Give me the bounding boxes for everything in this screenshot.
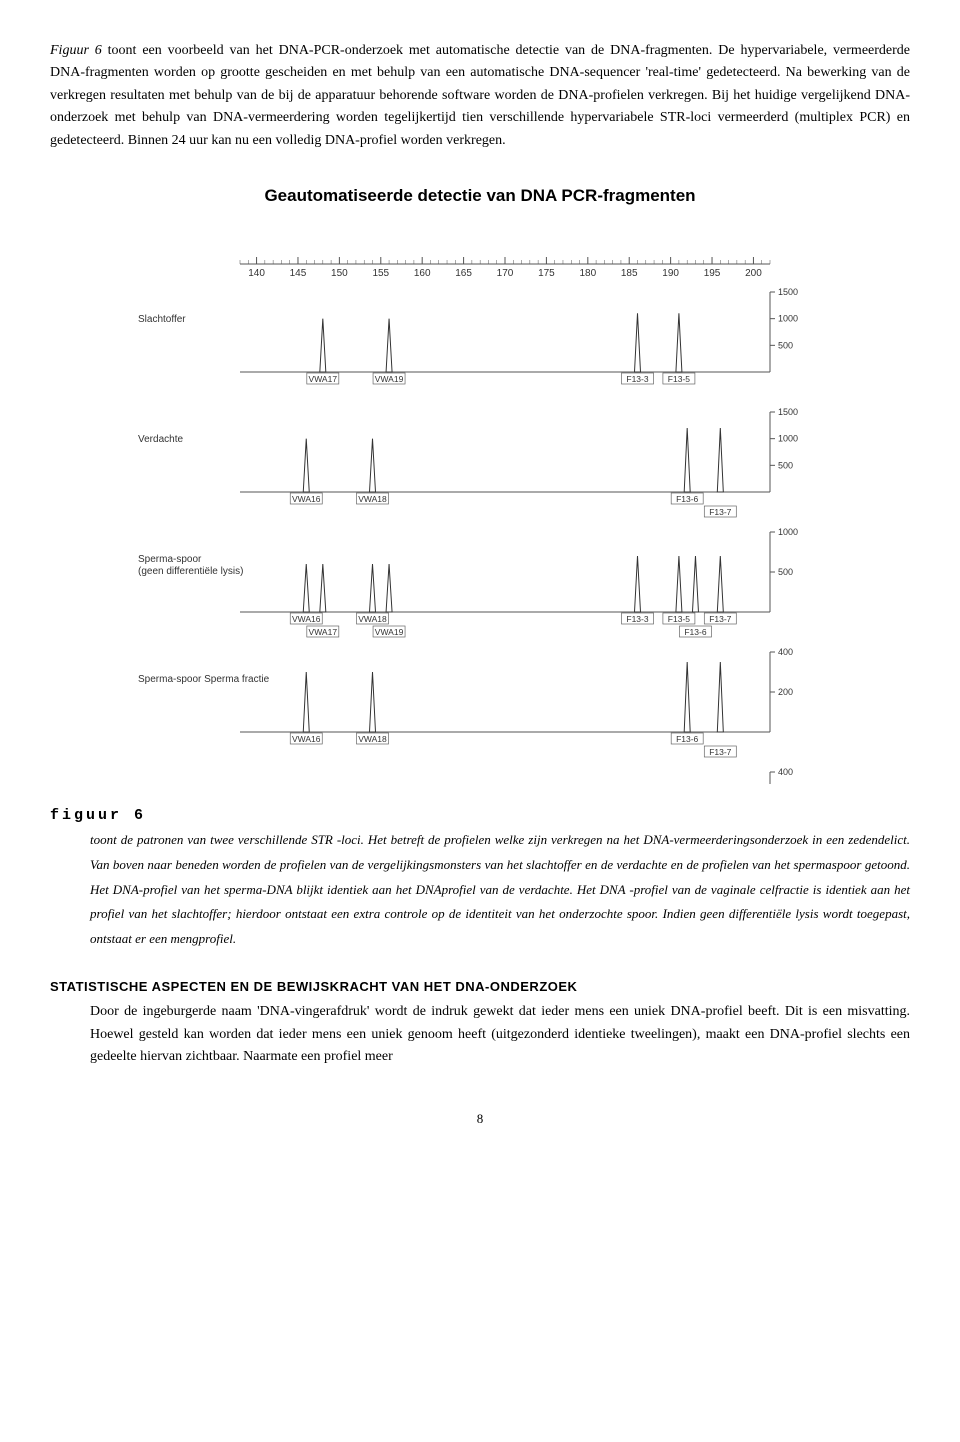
svg-text:Sperma-spoor: Sperma-spoor (138, 554, 202, 565)
section-heading: STATISTISCHE ASPECTEN EN DE BEWIJSKRACHT… (50, 977, 910, 998)
svg-text:F13-3: F13-3 (626, 614, 648, 624)
svg-text:200: 200 (745, 268, 762, 279)
svg-text:160: 160 (414, 268, 431, 279)
svg-text:140: 140 (248, 268, 265, 279)
svg-text:VWA18: VWA18 (358, 494, 387, 504)
svg-text:180: 180 (579, 268, 596, 279)
svg-text:190: 190 (662, 268, 679, 279)
svg-text:VWA16: VWA16 (292, 734, 321, 744)
svg-text:VWA17: VWA17 (309, 374, 338, 384)
svg-text:VWA16: VWA16 (292, 494, 321, 504)
svg-text:VWA19: VWA19 (375, 374, 404, 384)
svg-text:F13-7: F13-7 (709, 614, 731, 624)
svg-text:150: 150 (331, 268, 348, 279)
svg-text:F13-5: F13-5 (668, 614, 690, 624)
svg-text:F13-6: F13-6 (684, 627, 706, 637)
intro-paragraph: Figuur 6 toont een voorbeeld van het DNA… (50, 40, 910, 152)
svg-text:200: 200 (778, 687, 793, 697)
svg-text:1000: 1000 (778, 527, 798, 537)
figure-title: Geautomatiseerde detectie van DNA PCR-fr… (130, 182, 830, 209)
svg-text:Sperma-spoor Sperma fractie: Sperma-spoor Sperma fractie (138, 674, 270, 685)
svg-text:1000: 1000 (778, 434, 798, 444)
svg-text:195: 195 (704, 268, 721, 279)
svg-text:400: 400 (778, 767, 793, 777)
svg-text:170: 170 (497, 268, 514, 279)
svg-text:(geen differentiële lysis): (geen differentiële lysis) (138, 566, 243, 577)
dna-pcr-chart: 140 145 150 155 160 165 170 175 180 185 190 195 200 S… (130, 224, 830, 784)
svg-text:VWA16: VWA16 (292, 614, 321, 624)
svg-text:F13-6: F13-6 (676, 734, 698, 744)
svg-text:1500: 1500 (778, 407, 798, 417)
svg-text:VWA18: VWA18 (358, 734, 387, 744)
svg-text:1500: 1500 (778, 287, 798, 297)
svg-text:VWA18: VWA18 (358, 614, 387, 624)
svg-text:VWA19: VWA19 (375, 627, 404, 637)
svg-text:1000: 1000 (778, 314, 798, 324)
intro-text: toont een voorbeeld van het DNA-PCR-onde… (50, 43, 910, 148)
svg-text:165: 165 (455, 268, 472, 279)
figure-container: Geautomatiseerde detectie van DNA PCR-fr… (130, 182, 830, 784)
figure-label: figuur 6 (50, 804, 910, 828)
svg-text:VWA17: VWA17 (309, 627, 338, 637)
svg-text:Verdachte: Verdachte (138, 434, 183, 445)
svg-text:500: 500 (778, 460, 793, 470)
svg-text:Slachtoffer: Slachtoffer (138, 314, 186, 325)
svg-text:400: 400 (778, 647, 793, 657)
svg-text:F13-7: F13-7 (709, 507, 731, 517)
svg-text:175: 175 (538, 268, 555, 279)
svg-text:F13-7: F13-7 (709, 747, 731, 757)
svg-text:500: 500 (778, 567, 793, 577)
figref: Figuur 6 (50, 43, 102, 58)
page-number: 8 (50, 1109, 910, 1130)
svg-text:F13-5: F13-5 (668, 374, 690, 384)
svg-text:F13-6: F13-6 (676, 494, 698, 504)
svg-text:F13-3: F13-3 (626, 374, 648, 384)
section-body: Door de ingeburgerde naam 'DNA-vingerafd… (90, 1001, 910, 1068)
svg-text:185: 185 (621, 268, 638, 279)
svg-text:500: 500 (778, 340, 793, 350)
figure-caption: toont de patronen van twee verschillende… (90, 828, 910, 951)
svg-text:155: 155 (372, 268, 389, 279)
svg-text:145: 145 (290, 268, 307, 279)
